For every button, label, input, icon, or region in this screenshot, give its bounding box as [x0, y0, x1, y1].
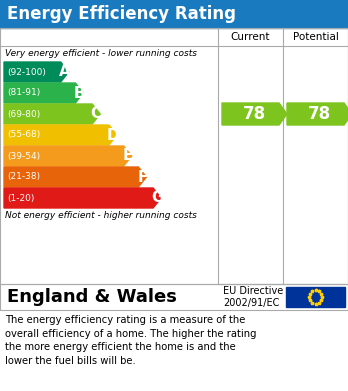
Bar — [0, 28, 348, 284]
Polygon shape — [222, 103, 287, 125]
Text: The energy efficiency rating is a measure of the
overall efficiency of a home. T: The energy efficiency rating is a measur… — [5, 315, 256, 366]
Text: Current: Current — [231, 32, 270, 42]
Text: Potential: Potential — [293, 32, 339, 42]
Text: C: C — [90, 106, 102, 122]
Text: (21-38): (21-38) — [7, 172, 40, 181]
Text: B: B — [73, 86, 85, 100]
Text: Energy Efficiency Rating: Energy Efficiency Rating — [7, 5, 236, 23]
Polygon shape — [287, 103, 348, 125]
Text: EU Directive
2002/91/EC: EU Directive 2002/91/EC — [223, 286, 283, 308]
Polygon shape — [4, 167, 147, 187]
Text: (92-100): (92-100) — [7, 68, 46, 77]
Text: G: G — [151, 190, 163, 206]
Polygon shape — [4, 83, 84, 103]
Text: (69-80): (69-80) — [7, 109, 40, 118]
Text: 78: 78 — [243, 105, 266, 123]
Text: (1-20): (1-20) — [7, 194, 34, 203]
Bar — [0, 0, 348, 28]
Text: Very energy efficient - lower running costs: Very energy efficient - lower running co… — [5, 50, 197, 59]
Text: (81-91): (81-91) — [7, 88, 40, 97]
Bar — [0, 284, 348, 310]
Text: 78: 78 — [308, 105, 331, 123]
Text: E: E — [122, 149, 133, 163]
Text: D: D — [107, 127, 119, 142]
Text: Not energy efficient - higher running costs: Not energy efficient - higher running co… — [5, 212, 197, 221]
Polygon shape — [4, 188, 161, 208]
Polygon shape — [4, 62, 69, 82]
Bar — [286, 287, 345, 307]
Text: F: F — [137, 170, 148, 185]
Polygon shape — [4, 146, 132, 166]
Text: (39-54): (39-54) — [7, 151, 40, 160]
Polygon shape — [4, 104, 100, 124]
Text: England & Wales: England & Wales — [7, 288, 177, 306]
Text: (55-68): (55-68) — [7, 131, 40, 140]
Polygon shape — [4, 125, 117, 145]
Text: A: A — [59, 65, 71, 79]
